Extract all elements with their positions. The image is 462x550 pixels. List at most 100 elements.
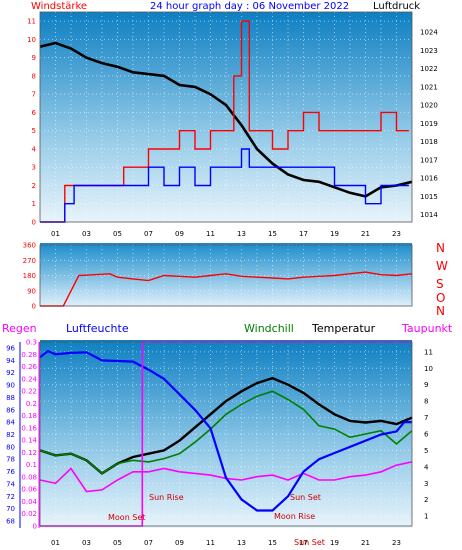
hour-tick-label: 05: [113, 230, 122, 238]
temperature-hour-tick-label: 15: [268, 539, 277, 547]
pressure-tick-label: 1020: [420, 102, 438, 110]
rain-tick-label: 0.06: [21, 486, 37, 494]
humidity-tick-label: 84: [6, 419, 15, 427]
windchill-label: Windchill: [244, 322, 294, 335]
humidity-tick-label: 74: [6, 480, 15, 488]
pressure-tick-label: 1015: [420, 193, 438, 201]
moon-set-annotation: Moon Set: [108, 513, 145, 522]
chart-title: 24 hour graph day : 06 November 2022: [150, 1, 349, 12]
wind-tick-label: 10: [27, 36, 36, 44]
direction-label-s: S: [436, 277, 444, 291]
humidity-line: [39, 349, 412, 512]
rain-tick-label: 0.24: [21, 375, 37, 383]
temperature-tick-label: 10: [424, 365, 433, 373]
wind-tick-label: 11: [27, 18, 36, 26]
direction-panel-frame: [39, 244, 413, 307]
hour-tick-label: 13: [237, 230, 246, 238]
temperature-hour-tick-label: 05: [113, 539, 122, 547]
wind-tick-label: 1: [32, 200, 36, 208]
pressure-tick-label: 1024: [420, 29, 438, 37]
wind-tick-label: 4: [32, 145, 37, 153]
direction-label-o: O: [436, 291, 445, 305]
temperature-tick-label: 8: [424, 398, 428, 406]
direction-tick-label: 180: [23, 272, 36, 280]
wind-tick-label: 8: [32, 72, 36, 80]
windchill-line: [39, 390, 413, 475]
hour-tick-label: 21: [361, 230, 370, 238]
rain-tick-label: 0.1: [26, 461, 37, 469]
hour-tick-label: 19: [330, 230, 339, 238]
hour-tick-label: 11: [206, 230, 215, 238]
humidity-tick-label: 94: [6, 357, 15, 365]
rain-tick-label: 0.18: [21, 412, 37, 420]
rain-tick-label: 0.12: [21, 449, 37, 457]
dewpoint-label: Taupunkt: [401, 322, 453, 335]
temperature-hour-tick-label: 07: [144, 539, 153, 547]
rain-tick-label: 0.2: [26, 400, 37, 408]
pressure-tick-label: 1017: [420, 156, 438, 164]
wind-tick-label: 0: [32, 219, 36, 227]
temperature-tick-label: 6: [424, 431, 429, 439]
temperature-tick-label: 4: [424, 463, 429, 471]
humidity-tick-label: 72: [6, 493, 15, 501]
sun-rise-annotation: Sun Rise: [149, 493, 184, 502]
rain-axis-label: Regen: [2, 322, 37, 335]
hour-tick-label: 09: [175, 230, 184, 238]
wind-tick-label: 5: [32, 127, 36, 135]
pressure-tick-label: 1021: [420, 83, 438, 91]
wind-axis-label: Windstärke: [31, 1, 87, 12]
humidity-tick-label: 76: [6, 468, 15, 476]
temperature-label: Temperatur: [311, 322, 376, 335]
hour-tick-label: 01: [51, 230, 60, 238]
humidity-tick-label: 80: [6, 443, 15, 451]
rain-tick-label: 0.26: [21, 363, 37, 371]
temperature-hour-tick-label: 19: [330, 539, 339, 547]
rain-tick-label: 0.16: [21, 424, 37, 432]
temperature-tick-label: 7: [424, 414, 428, 422]
temperature-tick-label: 1: [424, 513, 428, 521]
hour-tick-label: 03: [82, 230, 91, 238]
rain-tick-label: 0: [33, 523, 37, 531]
rain-tick-label: 0.22: [21, 388, 37, 396]
temperature-hour-tick-label: 21: [361, 539, 370, 547]
temperature-tick-label: 3: [424, 480, 428, 488]
temperature-hour-tick-label: 09: [175, 539, 184, 547]
sun-set-annotation: Sun Set: [290, 493, 321, 502]
humidity-tick-label: 82: [6, 431, 15, 439]
hour-tick-label: 23: [392, 230, 401, 238]
hour-tick-label: 07: [144, 230, 153, 238]
humidity-axis-label: Luftfeuchte: [66, 322, 129, 335]
direction-tick-label: 270: [23, 257, 36, 265]
humidity-tick-label: 78: [6, 456, 15, 464]
direction-label-n-top: N: [436, 241, 445, 255]
pressure-tick-label: 1016: [420, 175, 438, 183]
rain-tick-label: 0.08: [21, 473, 37, 481]
temperature-hour-tick-label: 03: [82, 539, 91, 547]
humidity-tick-label: 86: [6, 406, 15, 414]
temperature-tick-label: 9: [424, 381, 428, 389]
humidity-tick-label: 68: [6, 518, 15, 526]
humidity-tick-label: 88: [6, 394, 15, 402]
pressure-tick-label: 1022: [420, 65, 438, 73]
grid-lines: [40, 12, 412, 526]
rain-tick-label: 0.14: [21, 437, 37, 445]
wind-tick-label: 6: [32, 109, 37, 117]
pressure-tick-label: 1019: [420, 120, 438, 128]
rain-tick-label: 0.02: [21, 510, 37, 518]
temperature-panel-frame: [39, 341, 413, 527]
temperature-hour-tick-label: 11: [206, 539, 215, 547]
pressure-line: [39, 41, 413, 198]
rain-tick-label: 0.3: [26, 339, 37, 347]
temperature-hour-tick-label: 23: [392, 539, 401, 547]
humidity-tick-label: 96: [6, 345, 15, 353]
wind-tick-label: 9: [32, 54, 36, 62]
temperature-tick-label: 5: [424, 447, 428, 455]
direction-label-w: W: [436, 259, 448, 273]
rain-tick-label: 0.04: [21, 498, 37, 506]
pressure-tick-label: 1023: [420, 47, 438, 55]
hour-tick-label: 17: [299, 230, 308, 238]
humidity-tick-label: 92: [6, 369, 15, 377]
temperature-hour-tick-label: 17: [299, 539, 308, 547]
pressure-tick-label: 1018: [420, 138, 438, 146]
